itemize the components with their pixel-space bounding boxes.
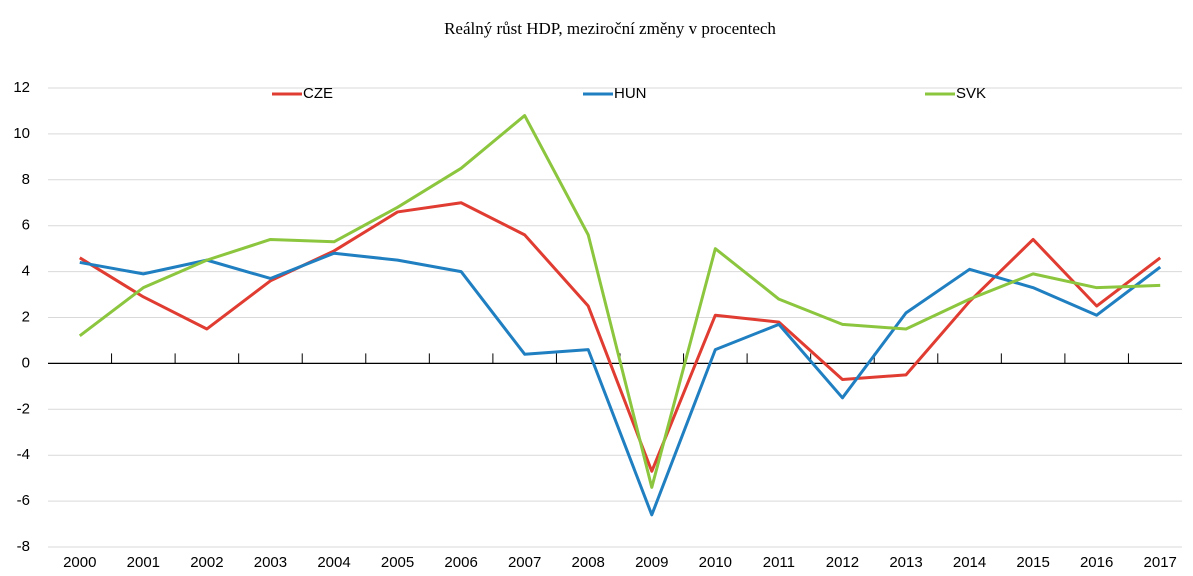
x-tick-label: 2012 xyxy=(826,554,859,571)
x-tick-label: 2003 xyxy=(254,554,287,571)
x-tick-label: 2002 xyxy=(190,554,223,571)
y-tick-label: 0 xyxy=(22,354,30,371)
y-tick-label: -4 xyxy=(17,446,30,463)
x-tick-label: 2008 xyxy=(572,554,605,571)
series-line xyxy=(78,114,1161,489)
x-tick-label: 2014 xyxy=(953,554,986,571)
chart-title: Reálný růst HDP, meziroční změny v proce… xyxy=(444,19,776,38)
y-tick-label: -6 xyxy=(17,492,30,509)
x-tick-label: 2011 xyxy=(763,554,795,571)
series-line xyxy=(78,201,1162,473)
y-tick-label: 4 xyxy=(22,263,30,280)
y-tick-label: 12 xyxy=(13,79,30,96)
x-tick-label: 2017 xyxy=(1144,554,1177,571)
legend-label: SVK xyxy=(956,85,986,102)
legend-label: CZE xyxy=(303,85,333,102)
x-tick-label: 2013 xyxy=(889,554,922,571)
y-tick-label: 8 xyxy=(22,171,30,188)
y-tick-label: 6 xyxy=(22,217,30,234)
x-tick-label: 2015 xyxy=(1016,554,1049,571)
x-tick-label: 2001 xyxy=(127,554,160,571)
x-tick-label: 2000 xyxy=(63,554,96,571)
x-tick-label: 2005 xyxy=(381,554,414,571)
y-tick-label: 10 xyxy=(13,125,30,142)
x-tick-label: 2010 xyxy=(699,554,732,571)
x-tick-label: 2006 xyxy=(444,554,477,571)
y-tick-label: 2 xyxy=(22,308,30,325)
y-tick-label: -2 xyxy=(17,400,30,417)
series-line xyxy=(79,251,1162,517)
y-tick-label: -8 xyxy=(17,538,30,555)
x-tick-label: 2009 xyxy=(635,554,668,571)
x-tick-label: 2007 xyxy=(508,554,541,571)
x-tick-label: 2004 xyxy=(317,554,350,571)
legend-label: HUN xyxy=(614,85,647,102)
x-tick-label: 2016 xyxy=(1080,554,1113,571)
